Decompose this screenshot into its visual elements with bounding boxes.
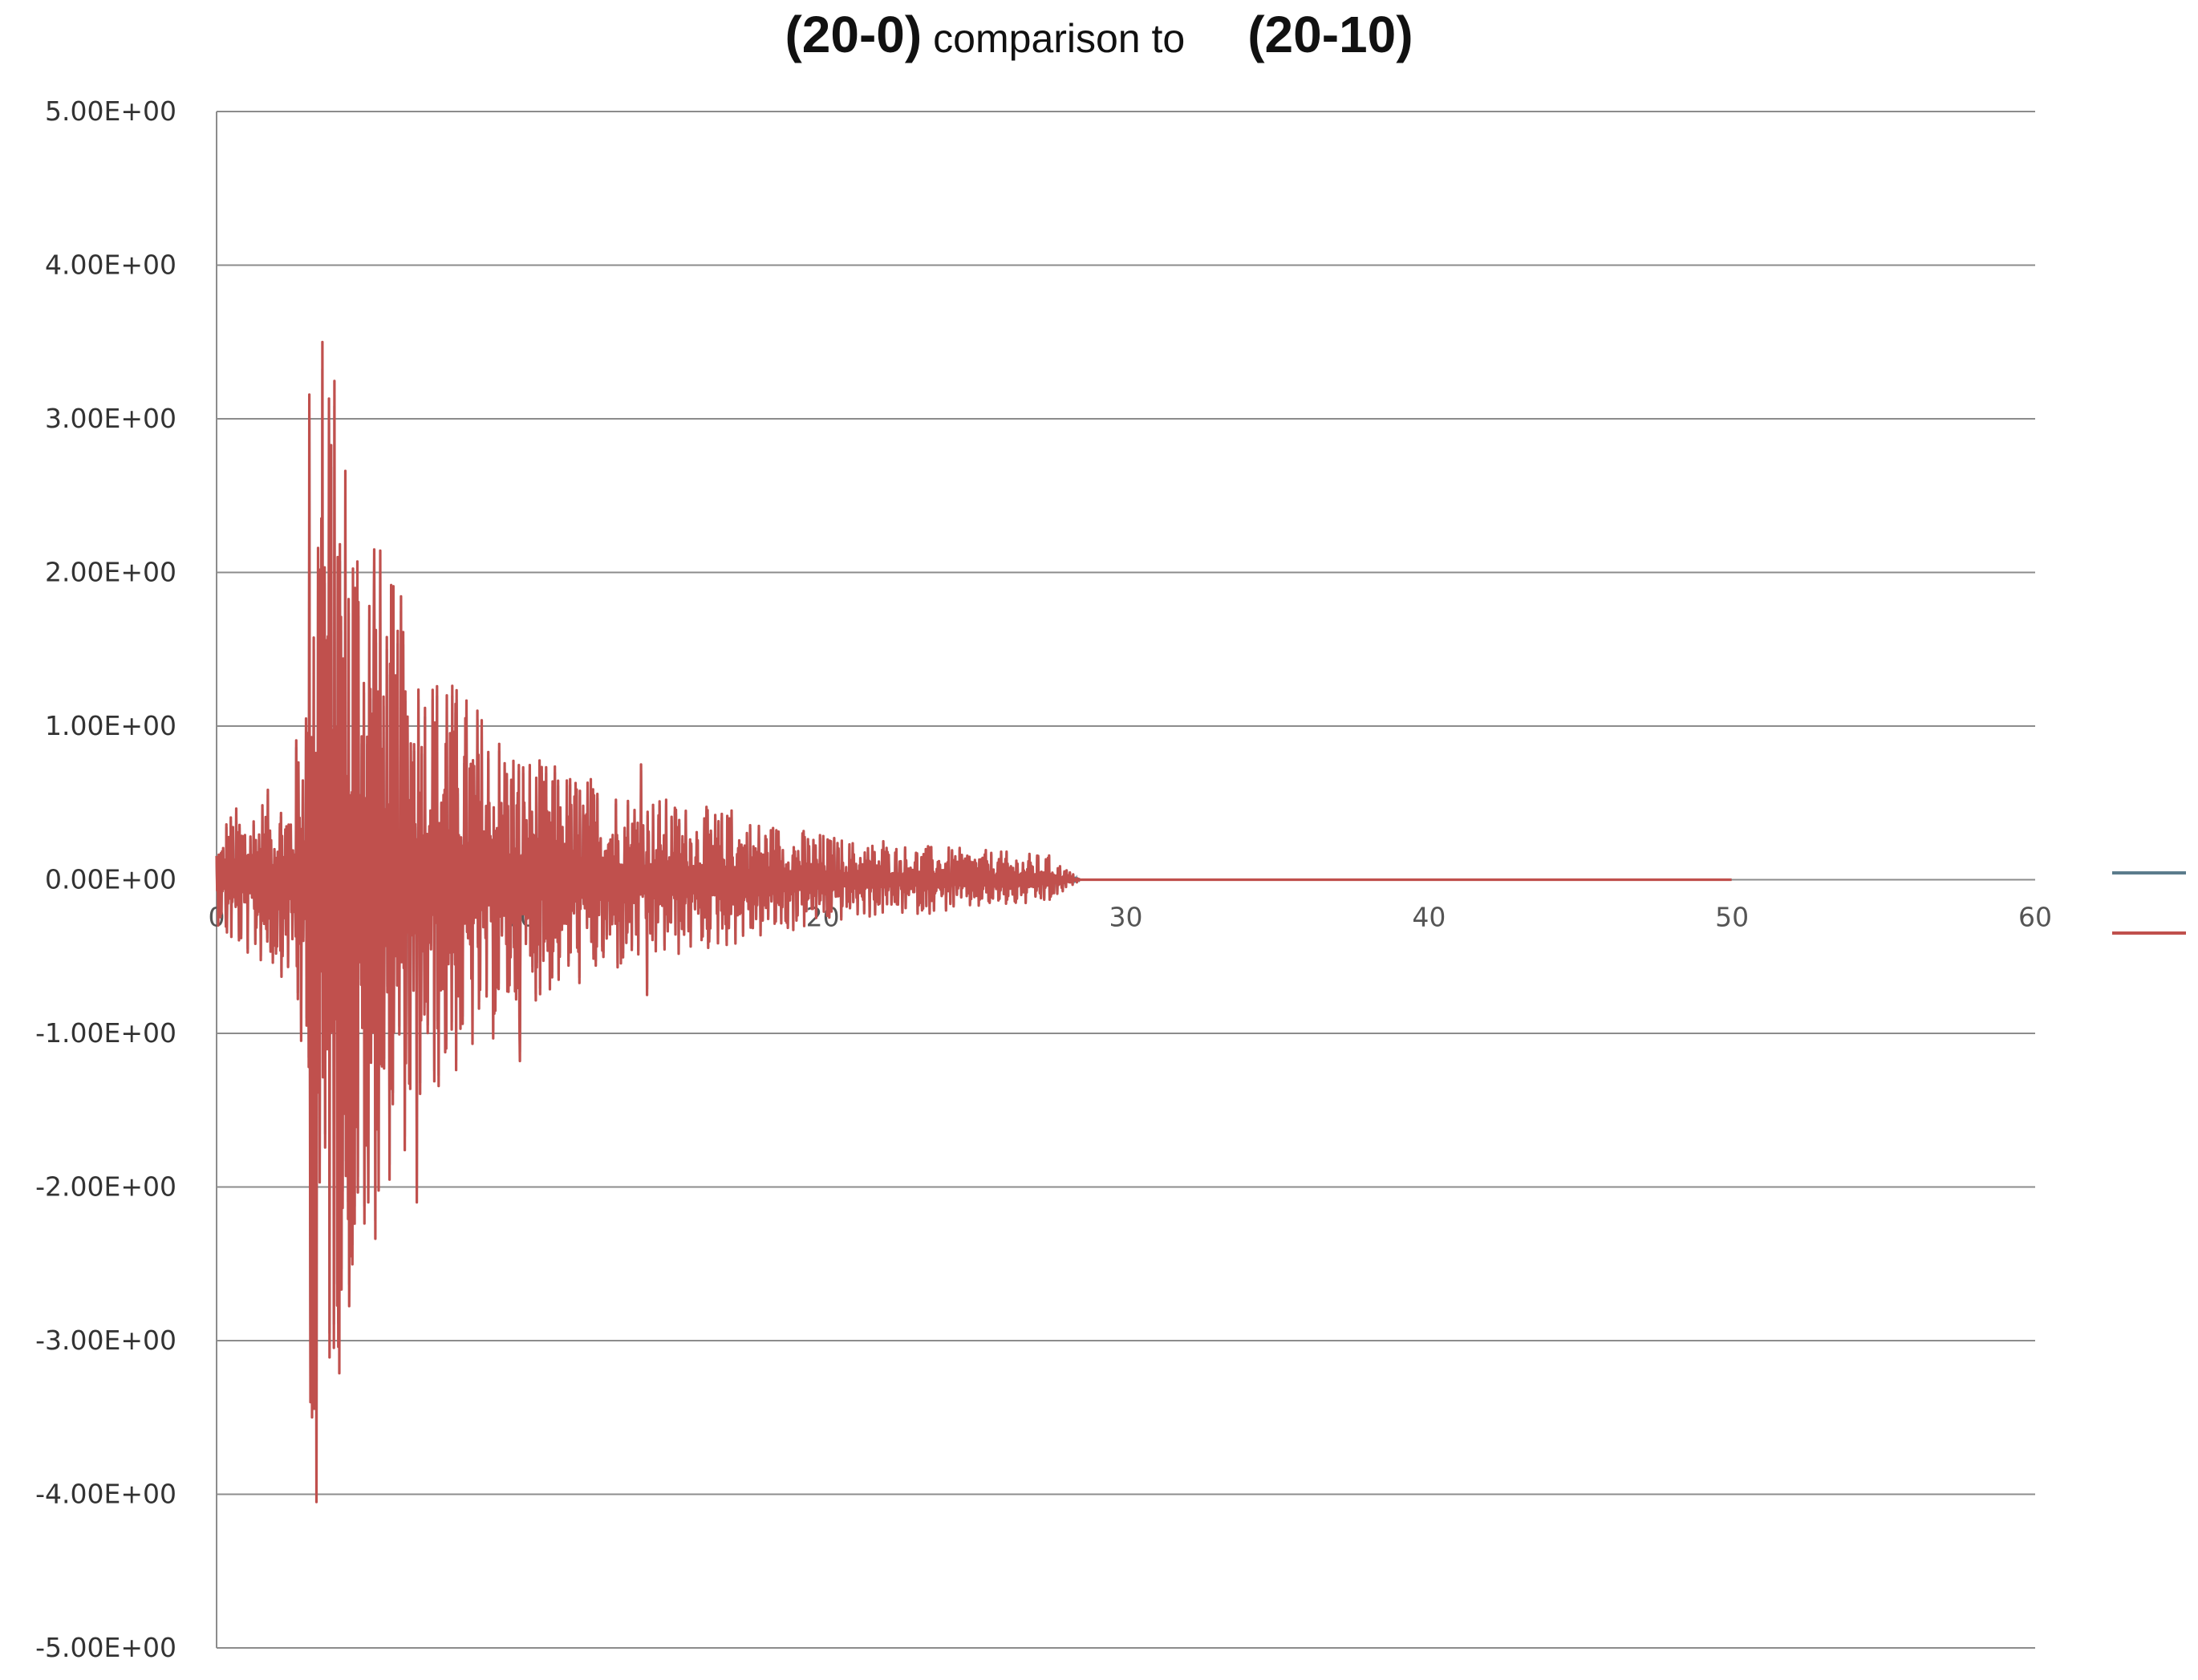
y-axis-tick-labels: 5.00E+00 4.00E+00 3.00E+00 2.00E+00 1.00E+00…	[35, 95, 176, 1663]
y-tick-label: 1.00E+00	[45, 710, 176, 741]
y-tick-label: 0.00E+00	[45, 864, 176, 895]
y-tick-label: -5.00E+00	[35, 1632, 176, 1663]
title-part-right: (20-10)	[1247, 6, 1413, 63]
y-tick-label: -1.00E+00	[35, 1017, 176, 1049]
legend	[2112, 871, 2186, 935]
series-layer	[215, 340, 1733, 1503]
x-tick-label: 40	[1412, 902, 1446, 933]
title-part-middle: comparison to	[933, 16, 1186, 61]
chart-title: (20-0) comparison to (20-10)	[0, 5, 2198, 64]
y-tick-label: 5.00E+00	[45, 95, 176, 127]
gridlines	[216, 111, 2035, 1649]
y-tick-label: -3.00E+00	[35, 1325, 176, 1356]
y-tick-label: -2.00E+00	[35, 1171, 176, 1203]
x-tick-label: 60	[2018, 902, 2052, 933]
y-tick-label: -4.00E+00	[35, 1479, 176, 1510]
y-tick-label: 3.00E+00	[45, 403, 176, 434]
x-tick-label: 50	[1715, 902, 1749, 933]
title-part-left: (20-0)	[785, 6, 923, 63]
y-tick-label: 4.00E+00	[45, 250, 176, 281]
y-tick-label: 2.00E+00	[45, 557, 176, 588]
x-tick-label: 30	[1109, 902, 1143, 933]
series-line-2	[215, 340, 1733, 1503]
